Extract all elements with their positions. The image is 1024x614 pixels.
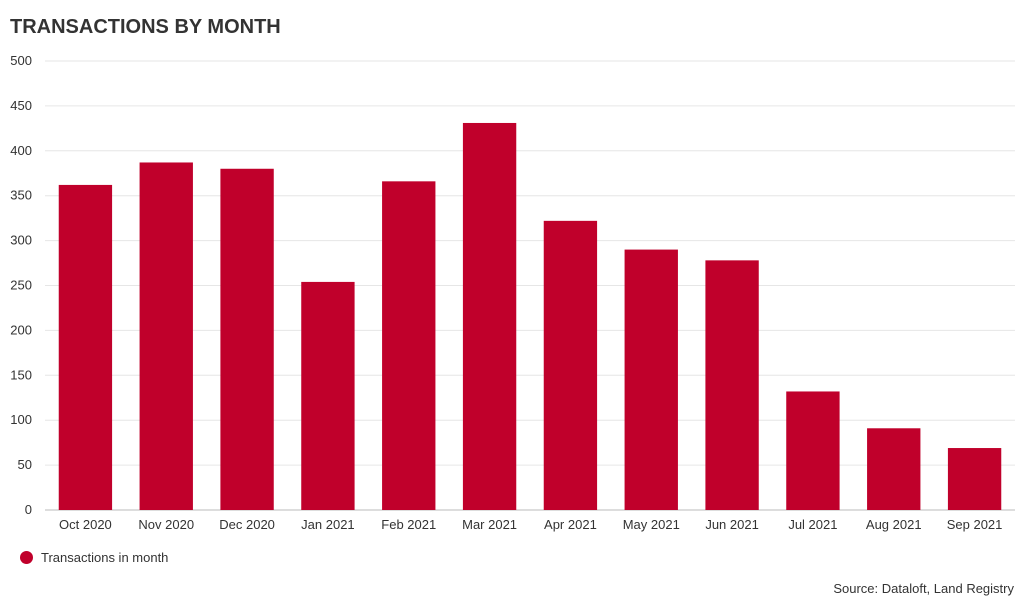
bar[interactable] <box>867 428 921 510</box>
bar[interactable] <box>220 168 274 510</box>
bar[interactable] <box>786 391 840 510</box>
x-tick-label: May 2021 <box>623 517 680 532</box>
x-axis-ticks: Oct 2020 Nov 2020 Dec 2020 Jan 2021 Feb 2021… <box>59 517 1002 532</box>
x-tick-label: Oct 2020 <box>59 517 112 532</box>
bar[interactable] <box>139 162 193 510</box>
x-tick-label: Apr 2021 <box>544 517 597 532</box>
y-axis-ticks: 0 50 100 150 200 250 300 350 400 450 500 <box>10 53 32 517</box>
source-note: Source: Dataloft, Land Registry <box>833 581 1014 596</box>
x-tick-label: Jun 2021 <box>705 517 759 532</box>
bar[interactable] <box>947 448 1002 510</box>
y-tick-label: 500 <box>10 53 32 68</box>
legend-marker <box>20 551 33 564</box>
bar[interactable] <box>58 184 113 510</box>
x-tick-label: Sep 2021 <box>947 517 1003 532</box>
bar[interactable] <box>543 220 598 510</box>
x-tick-label: Aug 2021 <box>866 517 922 532</box>
y-tick-label: 200 <box>10 322 32 337</box>
y-tick-label: 250 <box>10 278 32 293</box>
bar[interactable] <box>382 181 436 510</box>
bar[interactable] <box>705 260 759 510</box>
legend[interactable]: Transactions in month <box>20 550 168 565</box>
bar[interactable] <box>301 281 355 510</box>
y-tick-label: 300 <box>10 233 32 248</box>
x-tick-label: Jul 2021 <box>788 517 837 532</box>
y-tick-label: 50 <box>18 457 32 472</box>
y-tick-label: 100 <box>10 412 32 427</box>
x-tick-label: Jan 2021 <box>301 517 355 532</box>
legend-label: Transactions in month <box>41 550 169 565</box>
bar[interactable] <box>624 249 678 510</box>
gridlines <box>45 60 1015 511</box>
y-tick-label: 350 <box>10 188 32 203</box>
bar[interactable] <box>462 122 517 510</box>
y-tick-label: 450 <box>10 98 32 113</box>
x-tick-label: Nov 2020 <box>138 517 194 532</box>
y-tick-label: 400 <box>10 143 32 158</box>
bars <box>58 122 1002 510</box>
y-tick-label: 150 <box>10 367 32 382</box>
y-tick-label: 0 <box>25 502 32 517</box>
chart-title: TRANSACTIONS BY MONTH <box>10 16 281 38</box>
x-tick-label: Feb 2021 <box>381 517 436 532</box>
x-tick-label: Mar 2021 <box>462 517 517 532</box>
x-tick-label: Dec 2020 <box>219 517 275 532</box>
